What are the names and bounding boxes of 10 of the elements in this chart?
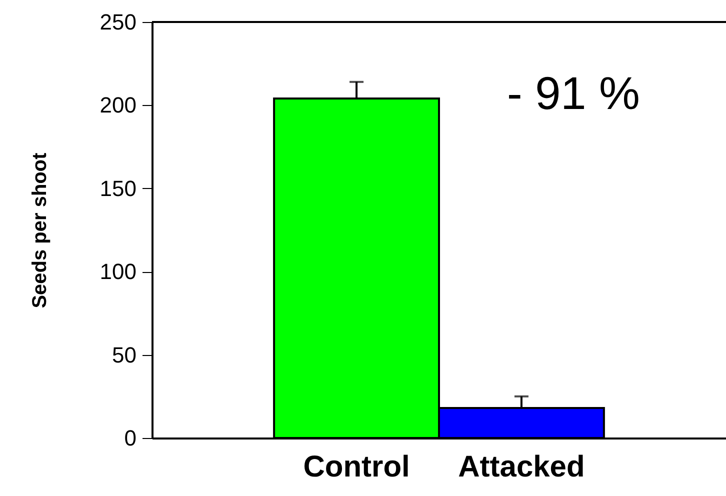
y-tick-label: 150 [100, 176, 136, 201]
y-tick-label: 200 [100, 92, 136, 118]
y-tick-label: 250 [100, 10, 136, 34]
y-tick-label: 50 [112, 342, 136, 368]
y-tick-label: 0 [124, 426, 136, 450]
x-tick-label: Attacked [458, 450, 585, 484]
annotation: - 91 % [507, 67, 640, 119]
y-tick-label: 100 [100, 259, 136, 284]
y-axis-title: Seeds per shoot [28, 152, 51, 308]
x-tick-label: Control [303, 450, 410, 484]
